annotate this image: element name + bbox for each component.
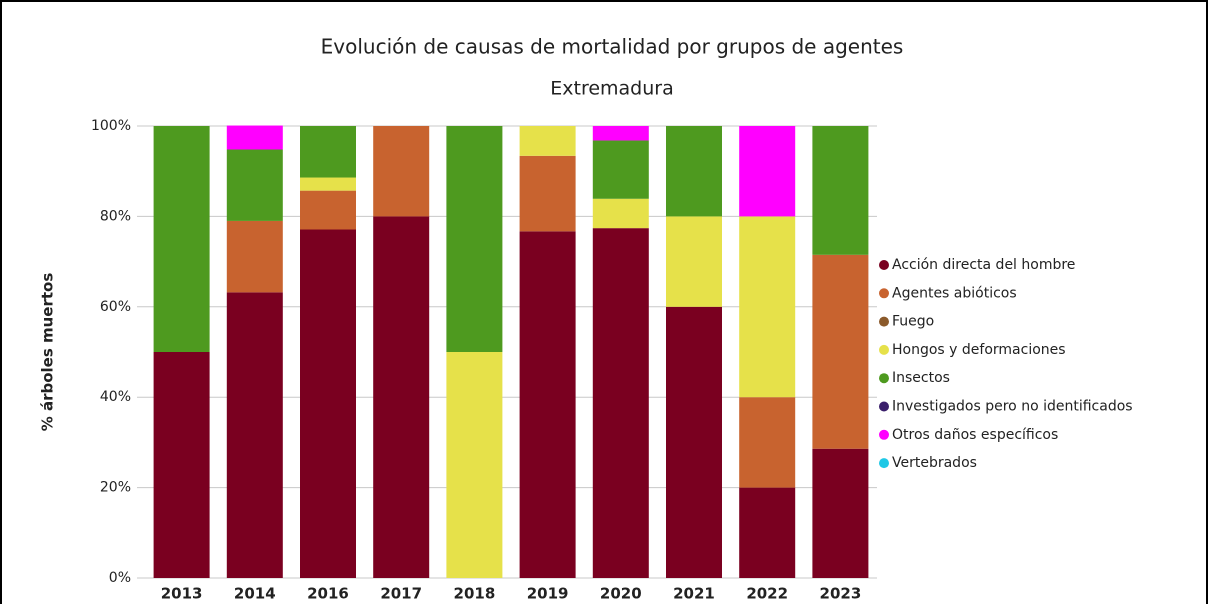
bar-segment [519,155,576,232]
legend-marker [879,401,889,412]
x-tick-label: 2014 [234,585,276,603]
bar-segment [300,177,356,191]
bar-segment [666,306,722,578]
bar-segment [373,216,430,578]
bar-segment [739,126,796,217]
bar-segment [300,229,356,578]
legend-label: Vertebrados [892,455,977,471]
bar-segment [446,352,503,578]
bar-segment [373,126,430,217]
y-axis-label: % árboles muertos [39,273,57,432]
legend-label: Insectos [892,370,950,386]
bar-segment [812,448,869,578]
chart-title: Evolución de causas de mortalidad por gr… [321,35,904,59]
bar-segment [446,126,503,352]
y-tick-label: 80% [100,208,131,224]
bar-segment [592,140,649,199]
bar-segment [153,126,210,352]
x-tick-label: 2021 [673,585,715,603]
legend-marker [879,344,889,355]
bar-segment [226,125,283,150]
legend-marker [879,429,889,440]
bar-segment [519,231,576,579]
bar-segment [739,216,796,398]
y-tick-label: 20% [100,480,131,496]
legend-marker [879,260,889,270]
bar-segment [592,198,649,229]
legend-label: Investigados pero no identificados [892,399,1133,415]
legend-label: Agentes abióticos [892,285,1017,301]
legend-marker [879,458,889,469]
bar-segment [226,149,283,221]
bar-segment [739,487,796,578]
x-tick-label: 2020 [600,585,642,603]
bar-segment [592,228,649,579]
x-tick-label: 2013 [161,585,203,603]
x-tick-label: 2022 [746,585,788,603]
legend-marker [879,373,889,384]
legend-label: Otros daños específicos [892,427,1058,443]
bar-segment [226,220,283,293]
bar-segment [666,126,722,217]
y-tick-label: 40% [100,389,131,405]
chart-subtitle: Extremadura [550,78,674,100]
legend-marker [879,288,889,299]
y-tick-label: 0% [109,570,131,586]
x-tick-label: 2017 [380,585,422,603]
bar-segment [519,126,576,156]
bar-segment [300,126,356,178]
legend-label: Acción directa del hombre [892,257,1075,273]
bar-segment [153,352,210,578]
bar-segment [666,216,722,307]
x-tick-label: 2023 [820,585,862,603]
legend-label: Hongos y deformaciones [892,342,1066,358]
x-tick-label: 2018 [454,585,496,603]
bar-segment [300,190,356,230]
x-tick-label: 2016 [307,585,349,603]
y-tick-label: 100% [91,118,131,134]
legend-marker [879,316,889,327]
bar-segment [739,397,796,488]
legend-label: Fuego [892,314,934,330]
x-tick-label: 2019 [527,585,569,603]
bar-segment [592,126,649,141]
bar-segment [226,292,283,578]
y-tick-label: 60% [100,299,131,315]
bar-segment [812,254,869,449]
bar-segment [812,126,869,255]
